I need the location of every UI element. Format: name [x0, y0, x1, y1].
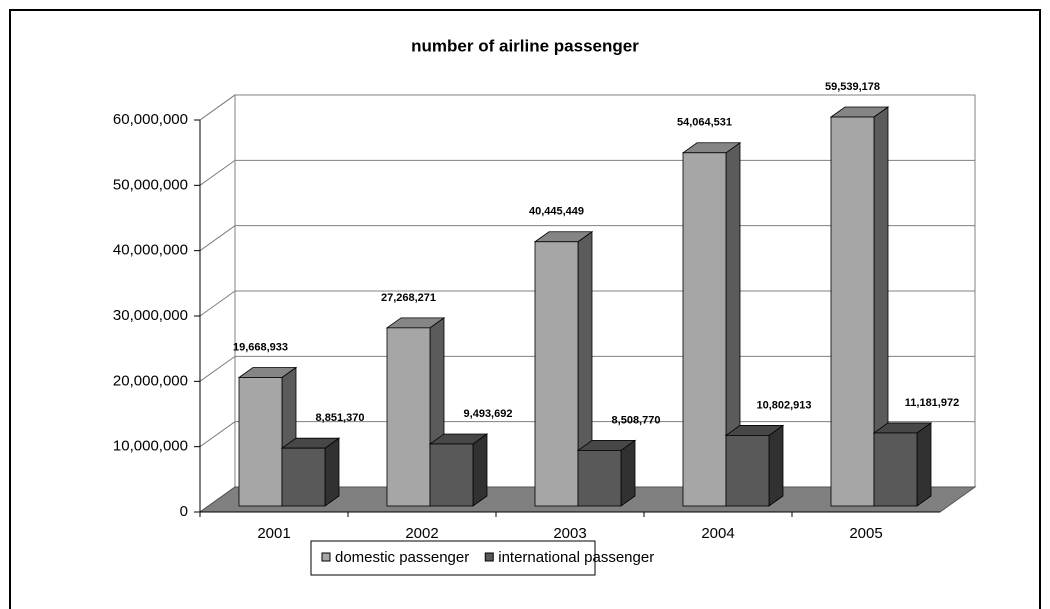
bar	[238, 377, 283, 507]
y-tick-label: 10,000,000	[113, 438, 188, 455]
y-tick-label: 40,000,000	[113, 242, 188, 259]
bar	[534, 241, 579, 507]
bar	[830, 116, 875, 507]
value-label: 11,181,972	[905, 397, 959, 409]
bar-side	[472, 433, 488, 507]
bar	[429, 443, 474, 507]
legend-swatch	[321, 552, 331, 562]
legend-label: domestic passenger	[335, 549, 469, 566]
y-tick-label: 60,000,000	[113, 111, 188, 128]
x-tick-label: 2003	[553, 525, 586, 542]
legend-label: international passenger	[498, 549, 654, 566]
value-label: 8,508,770	[612, 414, 661, 426]
x-tick-label: 2004	[701, 525, 734, 542]
x-tick-label: 2001	[257, 525, 290, 542]
legend-box	[310, 540, 596, 576]
bar-side	[324, 437, 340, 507]
y-tick-label: 50,000,000	[113, 176, 188, 193]
x-tick-label: 2002	[405, 525, 438, 542]
chart-title: number of airline passenger	[411, 36, 639, 55]
x-tick-label: 2005	[849, 525, 882, 542]
bar	[682, 152, 727, 507]
bar-side	[768, 424, 784, 507]
legend-swatch	[484, 552, 494, 562]
bar	[281, 447, 326, 507]
value-label: 19,668,933	[233, 341, 288, 353]
bar	[725, 435, 770, 507]
y-tick-label: 30,000,000	[113, 307, 188, 324]
bar	[873, 432, 918, 507]
y-tick-label: 20,000,000	[113, 372, 188, 389]
value-label: 10,802,913	[756, 399, 811, 411]
grid-line	[199, 94, 975, 121]
y-tick-label: 0	[180, 503, 188, 520]
bar	[577, 450, 622, 507]
value-label: 54,064,531	[677, 117, 732, 129]
value-label: 8,851,370	[316, 412, 365, 424]
value-label: 40,445,449	[529, 206, 584, 218]
bar-side	[620, 439, 636, 507]
bar-side	[916, 422, 932, 507]
value-label: 27,268,271	[381, 292, 436, 304]
value-label: 9,493,692	[464, 408, 513, 420]
frame	[9, 9, 1041, 609]
bar	[386, 327, 431, 507]
value-label: 59,539,178	[825, 81, 880, 93]
